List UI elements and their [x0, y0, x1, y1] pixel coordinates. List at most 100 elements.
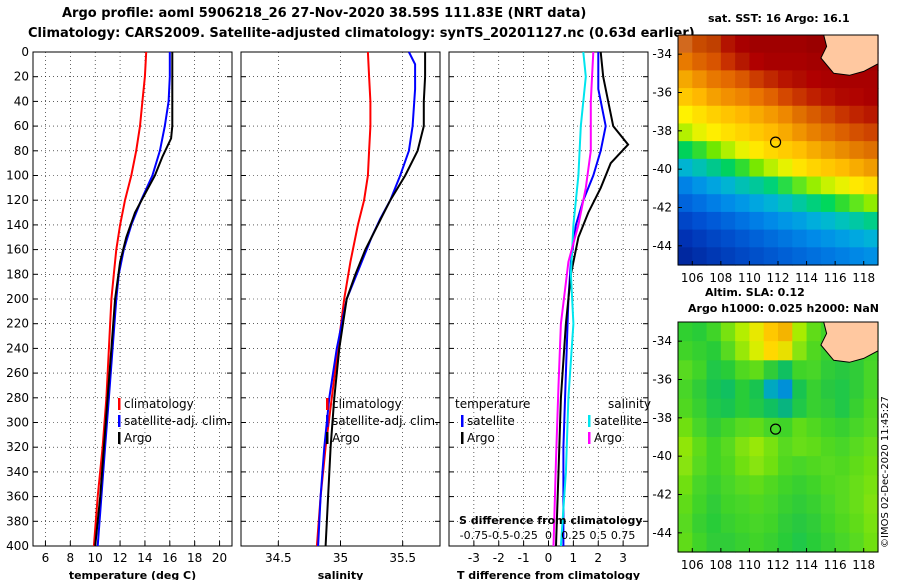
heatmap-cell [706, 70, 722, 89]
heatmap-cell [692, 456, 708, 476]
heatmap-cell [849, 176, 865, 195]
series-line-s-argo [552, 51, 595, 547]
heatmap-cell [792, 211, 808, 231]
heatmap-cell [806, 211, 822, 231]
heatmap-cell [820, 123, 836, 142]
heatmap-cell [835, 513, 851, 534]
heatmap-cell [749, 341, 765, 361]
heatmap-cell [849, 141, 865, 160]
heatmap-cell [835, 176, 851, 195]
x-tick-label: 10 [88, 551, 103, 565]
heatmap-cell [692, 194, 708, 213]
heatmap-cell [763, 105, 779, 125]
heatmap-cell [720, 475, 736, 496]
heatmap-cell [863, 532, 879, 553]
map-x-tick-label: 108 [709, 558, 732, 572]
heatmap-cell [706, 456, 722, 476]
heatmap-cell [849, 123, 865, 142]
heatmap-cell [678, 158, 693, 178]
heatmap-cell [820, 88, 836, 107]
heatmap-cell [720, 88, 736, 107]
y-tick-label: 140 [6, 218, 29, 232]
heatmap-cell [820, 229, 836, 248]
heatmap-cell [678, 360, 693, 381]
legend-swatch [326, 415, 329, 427]
legend-swatch [326, 398, 329, 410]
x-axis-label-difference: T difference from climatology [457, 569, 640, 580]
heatmap-cell [720, 211, 736, 231]
heatmap-cell [849, 88, 865, 107]
x-tick-label: 12 [112, 551, 127, 565]
heatmap-cell [863, 247, 879, 266]
map-y-tick-label: -34 [652, 47, 672, 61]
heatmap-cell [706, 52, 722, 71]
map-x-tick-label: 112 [767, 558, 790, 572]
heatmap-cell [835, 532, 851, 553]
map-x-tick-label: 108 [709, 271, 732, 285]
legend-label: climatology [124, 397, 194, 411]
heatmap-cell [692, 211, 708, 231]
map-x-tick-label: 112 [767, 271, 790, 285]
heatmap-cell [792, 52, 808, 71]
argo-location-marker [769, 136, 782, 148]
heatmap-cell [820, 494, 836, 515]
heatmap-cell [749, 532, 765, 553]
heatmap-cell [749, 398, 765, 419]
map-y-tick-label: -42 [652, 201, 672, 215]
heatmap-cells-sla [678, 322, 879, 553]
heatmap-cell [763, 437, 779, 457]
heatmap-cell [678, 494, 693, 515]
heatmap-cell [720, 35, 736, 54]
heatmap-cell [820, 437, 836, 457]
heatmap-cell [678, 52, 693, 71]
heatmap-cell [735, 158, 751, 178]
heatmap-cell [692, 513, 708, 534]
heatmap-cell [806, 532, 822, 553]
heatmap-cell [820, 247, 836, 266]
heatmap-cell [735, 456, 751, 476]
map-y-tick-label: -44 [652, 526, 672, 540]
plot-frame-temperature [32, 51, 233, 547]
heatmap-cell [820, 194, 836, 213]
heatmap-cell [720, 247, 736, 266]
legend-title-salinity: salinity [608, 397, 651, 411]
x-tick-label: 8 [66, 551, 74, 565]
heatmap-cell [763, 247, 779, 266]
heatmap-cell [863, 194, 879, 213]
x-tick-label: 1 [570, 551, 578, 565]
x-tick-label: 34.5 [265, 551, 292, 565]
heatmap-cell [678, 70, 693, 89]
heatmap-cell [735, 437, 751, 457]
series-line-climatology [92, 51, 148, 547]
heatmap-cell [692, 360, 708, 381]
heatmap-cell [763, 379, 779, 400]
heatmap-cell [749, 88, 765, 107]
series-line-argo [324, 52, 427, 547]
y-tick-label: 280 [6, 391, 29, 405]
x-tick-label: 18 [187, 551, 202, 565]
heatmap-cell [763, 194, 779, 213]
heatmap-cell [692, 437, 708, 457]
map-x-tick-label: 118 [852, 271, 875, 285]
heatmap-cell [735, 417, 751, 438]
heatmap-cell [863, 398, 879, 419]
heatmap-cell [763, 398, 779, 419]
heatmap-cell [749, 322, 765, 342]
heatmap-cell [720, 398, 736, 419]
heatmap-cell [849, 360, 865, 381]
heatmap-cell [863, 229, 879, 248]
heatmap-cell [835, 456, 851, 476]
map-y-tick-label: -38 [652, 124, 672, 138]
heatmap-cell [763, 341, 779, 361]
heatmap-cell [720, 123, 736, 142]
heatmap-cell [720, 229, 736, 248]
legend-label: Argo [594, 431, 622, 445]
heatmap-cell [706, 247, 722, 266]
y-tick-label: 340 [6, 465, 29, 479]
heatmap-cell [720, 360, 736, 381]
y-tick-label: 180 [6, 267, 29, 281]
heatmap-cell [835, 360, 851, 381]
heatmap-cell [735, 194, 751, 213]
heatmap-cell [806, 513, 822, 534]
